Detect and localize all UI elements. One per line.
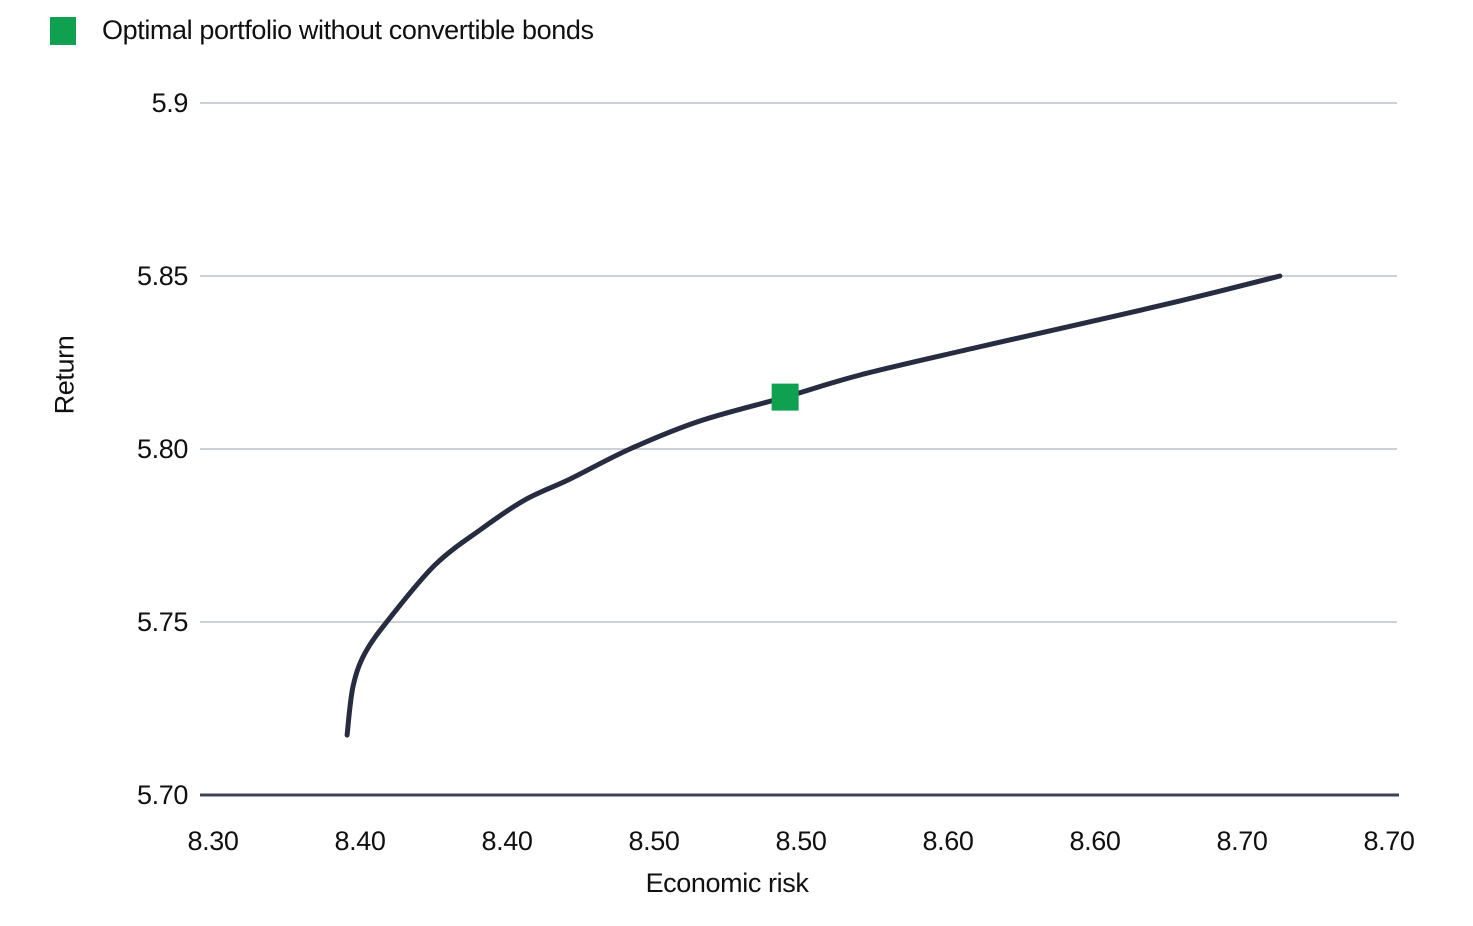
legend-label: Optimal portfolio without convertible bo… bbox=[102, 15, 594, 45]
y-tick-label: 5.85 bbox=[137, 261, 188, 291]
x-tick-label: 8.60 bbox=[1069, 826, 1121, 856]
x-tick-label: 8.60 bbox=[922, 826, 974, 856]
x-tick-label: 8.40 bbox=[481, 826, 533, 856]
x-tick-label: 8.70 bbox=[1363, 826, 1415, 856]
x-tick-label: 8.30 bbox=[187, 826, 239, 856]
x-tick-label: 8.40 bbox=[334, 826, 386, 856]
optimal-portfolio-marker bbox=[771, 383, 799, 411]
x-tick-label: 8.50 bbox=[775, 826, 827, 856]
frontier-curve bbox=[344, 273, 1283, 738]
legend-swatch bbox=[50, 16, 76, 45]
y-tick-label: 5.75 bbox=[137, 607, 188, 637]
y-axis-title: Return bbox=[49, 335, 80, 415]
y-tick-label: 5.70 bbox=[137, 780, 188, 810]
y-tick-label: 5.80 bbox=[137, 434, 188, 464]
x-tick-label: 8.50 bbox=[628, 826, 680, 856]
legend: Optimal portfolio without convertible bo… bbox=[50, 15, 594, 46]
x-tick-label: 8.70 bbox=[1216, 826, 1268, 856]
x-axis-title: Economic risk bbox=[645, 868, 809, 898]
y-tick-label: 5.9 bbox=[151, 88, 189, 118]
